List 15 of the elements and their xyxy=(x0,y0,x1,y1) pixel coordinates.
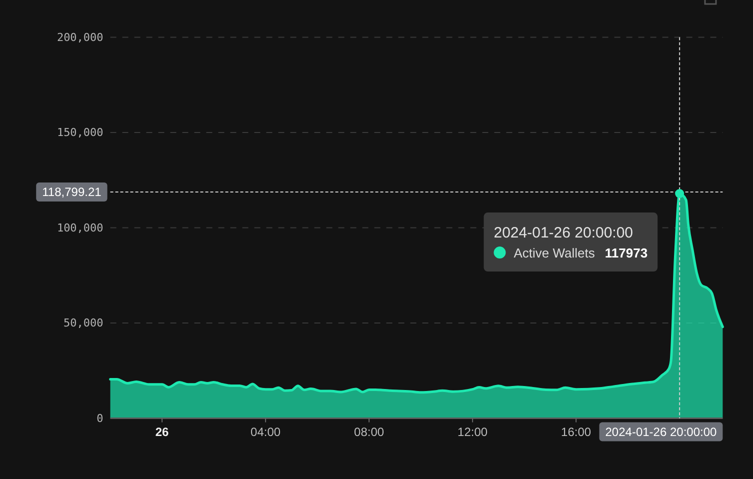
y-tick-label: 150,000 xyxy=(56,126,104,140)
x-tick-label: 26 xyxy=(155,424,170,439)
legend-label: Active Wallets xyxy=(514,246,596,261)
annotation: 2024-01-26 20:00:00 xyxy=(494,224,634,242)
y-tick-label: 100,000 xyxy=(56,221,104,234)
y-tick-label: 50,000 xyxy=(64,316,104,330)
ref-line-label: 118,799.21 xyxy=(42,184,102,199)
x-tick-label: 08:00 xyxy=(354,424,384,439)
ref-line-label: 2024-01-26 20:00:00 xyxy=(605,424,718,439)
x-tick-label: 04:00 xyxy=(250,424,281,439)
y-tick-label: 0 xyxy=(96,412,104,425)
x-tick-label: 12:00 xyxy=(458,424,488,439)
annotation: 117973 xyxy=(604,246,648,261)
y-tick-label: 200,000 xyxy=(56,30,104,44)
x-tick-label: 16:00 xyxy=(561,424,592,439)
